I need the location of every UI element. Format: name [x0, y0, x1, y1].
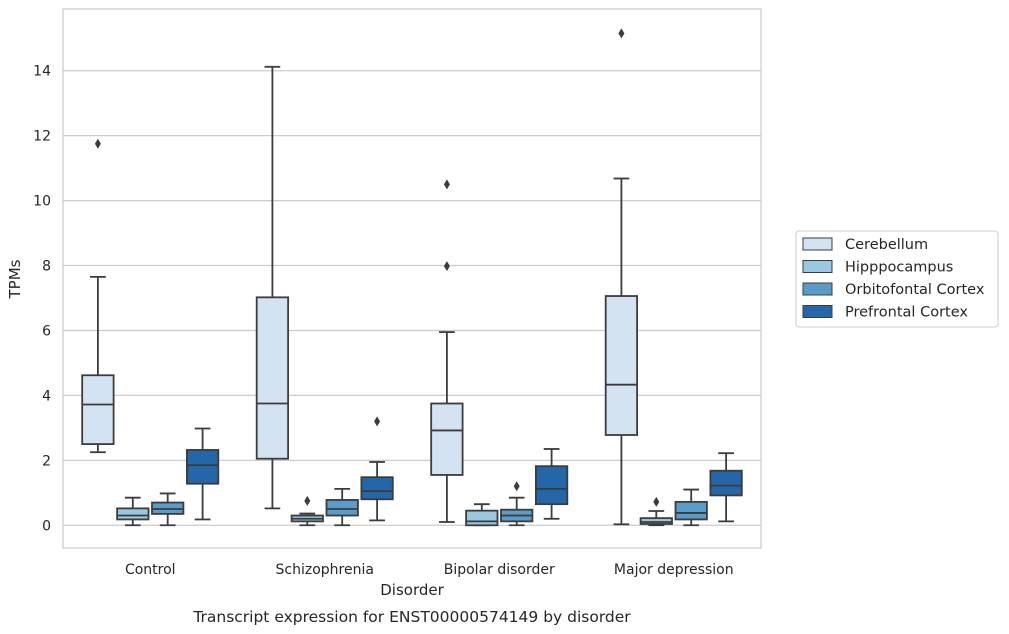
box-iqr [116, 507, 150, 521]
legend-entry-label: Prefrontal Cortex [845, 305, 968, 321]
y-tick-label: 12 [33, 129, 51, 145]
box-iqr [255, 296, 290, 460]
legend-swatch [802, 282, 833, 296]
box-iqr [81, 374, 115, 445]
outlier-point [513, 481, 520, 492]
box-hipppocampus [639, 496, 673, 527]
box-iqr [430, 402, 464, 476]
box-cerebellum [255, 65, 290, 510]
x-tick-label: Control [125, 562, 176, 578]
plot-boxes [81, 28, 743, 527]
box-cerebellum [430, 179, 464, 523]
x-tick-label: Schizophrenia [276, 562, 374, 578]
outlier-point [653, 496, 660, 507]
box-prefrontal-cortex [185, 427, 220, 521]
box-orbitofontal-cortex [151, 492, 185, 527]
y-tick-label: 10 [33, 194, 51, 210]
legend-entry-label: Orbitofontal Cortex [845, 282, 985, 298]
x-tick-label: Bipolar disorder [444, 562, 555, 578]
x-tick-label: Major depression [614, 562, 734, 578]
legend-entry-label: Hipppocampus [845, 260, 953, 276]
outlier-point [94, 138, 101, 149]
legend-frame [795, 230, 999, 328]
box-hipppocampus [465, 503, 499, 527]
outlier-point [374, 416, 381, 427]
box-orbitofontal-cortex [500, 481, 534, 527]
box-cerebellum [604, 28, 639, 526]
box-iqr [639, 517, 673, 525]
figure-caption: Transcript expression for ENST0000057414… [192, 608, 631, 626]
y-axis-label: TPMs [6, 259, 24, 299]
legend-swatch [802, 260, 833, 273]
y-tick-label: 2 [42, 453, 51, 469]
y-tick-label: 8 [42, 259, 51, 275]
box-iqr [465, 509, 499, 527]
y-tick-label: 0 [42, 518, 51, 534]
box-orbitofontal-cortex [325, 488, 359, 527]
box-hipppocampus [116, 496, 150, 527]
box-orbitofontal-cortex [674, 488, 708, 527]
x-axis-label: Disorder [380, 581, 444, 599]
box-prefrontal-cortex [709, 452, 743, 523]
outlier-point [304, 495, 311, 506]
y-tick-label: 14 [33, 64, 51, 80]
box-prefrontal-cortex [360, 416, 394, 522]
outlier-point [443, 261, 450, 272]
box-iqr [185, 449, 220, 485]
y-tick-label: 6 [42, 323, 51, 339]
y-tick-label: 4 [42, 388, 51, 404]
box-prefrontal-cortex [534, 448, 569, 520]
outlier-point [618, 28, 625, 39]
box-iqr [534, 465, 569, 506]
grid-lines [63, 70, 761, 526]
y-tick-labels: 0 2 4 6 8 10 12 14 [33, 64, 51, 535]
plot-frame [62, 8, 762, 549]
legend-swatch [802, 305, 833, 318]
box-iqr [709, 469, 743, 497]
outlier-point [443, 179, 450, 190]
legend: Cerebellum Hipppocampus Orbitofontal Corte… [795, 230, 999, 328]
legend-entry-label: Cerebellum [845, 237, 928, 253]
box-iqr [674, 500, 708, 521]
box-hipppocampus [290, 495, 324, 527]
box-cerebellum [81, 138, 115, 454]
x-tick-labels: Control Schizophrenia Bipolar disorder Majo… [125, 562, 734, 578]
box-iqr [604, 295, 639, 436]
legend-swatch [802, 237, 833, 251]
box-iqr [360, 476, 394, 501]
box-iqr [325, 499, 359, 517]
